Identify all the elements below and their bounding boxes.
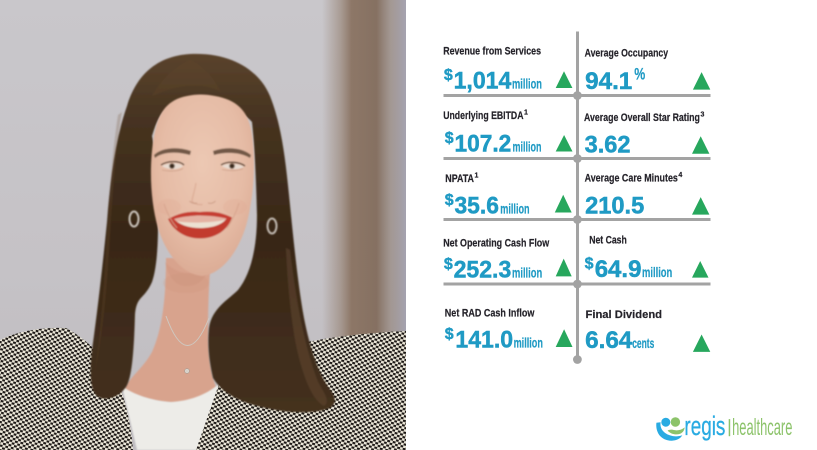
svg-text:$: $ xyxy=(445,130,454,147)
svg-text:cents: cents xyxy=(632,336,654,351)
svg-text:regis: regis xyxy=(684,411,725,441)
svg-text:94.1: 94.1 xyxy=(585,68,632,95)
svg-text:Revenue from Services: Revenue from Services xyxy=(443,46,541,58)
svg-text:million: million xyxy=(513,140,542,155)
svg-text:Average Overall Star Rating: Average Overall Star Rating xyxy=(584,112,700,124)
svg-text:$: $ xyxy=(445,192,454,209)
svg-text:NPATA: NPATA xyxy=(445,173,474,185)
svg-text:healthcare: healthcare xyxy=(732,414,792,440)
svg-text:1: 1 xyxy=(475,173,479,180)
svg-text:1: 1 xyxy=(524,110,528,117)
svg-text:million: million xyxy=(512,265,542,280)
svg-text:107.2: 107.2 xyxy=(455,131,512,158)
svg-text:$: $ xyxy=(444,67,453,84)
svg-text:$: $ xyxy=(445,326,454,343)
svg-text:Net Cash: Net Cash xyxy=(589,235,627,247)
svg-text:Average Care Minutes: Average Care Minutes xyxy=(585,173,678,185)
svg-text:million: million xyxy=(500,201,529,216)
svg-text:million: million xyxy=(512,76,542,91)
svg-text:35.6: 35.6 xyxy=(455,192,499,219)
svg-text:6.64: 6.64 xyxy=(585,327,633,354)
svg-text:3.62: 3.62 xyxy=(585,131,631,158)
svg-text:Average Occupancy: Average Occupancy xyxy=(585,48,669,60)
svg-text:million: million xyxy=(642,265,672,280)
svg-text:Net RAD Cash Inflow: Net RAD Cash Inflow xyxy=(445,307,535,319)
svg-text:$: $ xyxy=(585,256,594,273)
svg-text:%: % xyxy=(634,65,645,84)
svg-text:Final Dividend: Final Dividend xyxy=(586,309,663,321)
svg-text:64.9: 64.9 xyxy=(595,256,642,283)
svg-text:4: 4 xyxy=(678,172,682,179)
svg-text:210.5: 210.5 xyxy=(585,193,644,220)
svg-text:$: $ xyxy=(444,256,453,273)
svg-text:1,014: 1,014 xyxy=(454,67,512,94)
svg-text:3: 3 xyxy=(701,112,705,119)
svg-text:Net Operating Cash Flow: Net Operating Cash Flow xyxy=(443,238,549,250)
svg-text:141.0: 141.0 xyxy=(455,327,513,354)
svg-text:million: million xyxy=(514,336,543,351)
svg-text:Underlying EBITDA: Underlying EBITDA xyxy=(443,110,523,122)
svg-text:252.3: 252.3 xyxy=(454,256,512,283)
